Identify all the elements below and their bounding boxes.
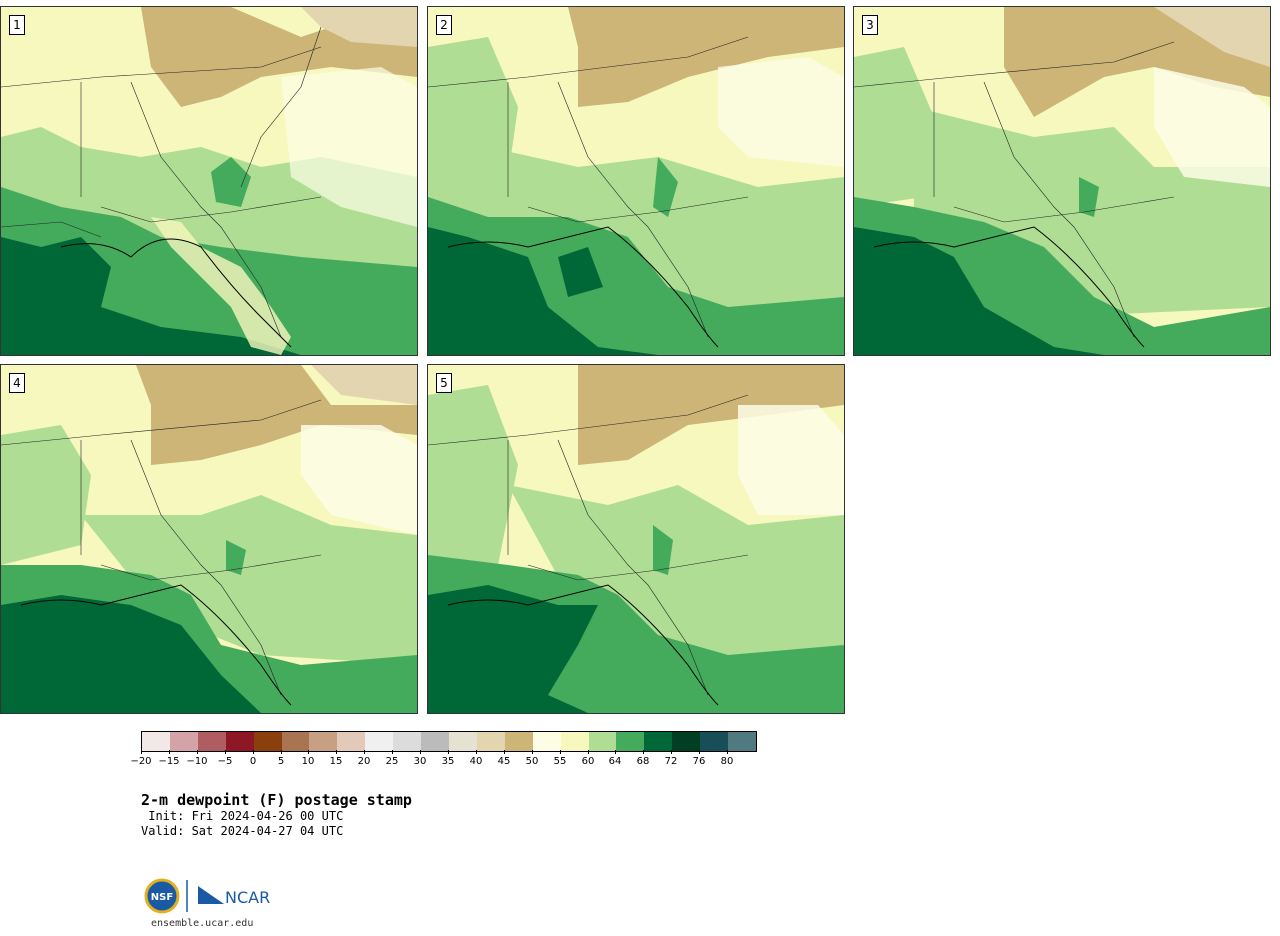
colorbar-tick: [169, 750, 170, 754]
colorbar-ticks: −20 −15 −10 −5 0 5 10 15 20 25 30 35 40 45 50 55 60 64 68 7…: [130, 750, 757, 774]
colorbar-tick: [225, 750, 226, 754]
init-time: Init: Fri 2024-04-26 00 UTC: [141, 809, 344, 823]
panel-number: 1: [9, 15, 25, 35]
colorbar-tick-label: 5: [277, 756, 285, 767]
dewpoint-map: [428, 7, 844, 355]
colorbar-tick-label: −20: [130, 756, 152, 767]
colorbar-swatch: [532, 732, 561, 751]
colorbar-tick-label: 25: [385, 756, 399, 767]
colorbar-tick-label: 45: [497, 756, 511, 767]
ensemble-member-panel-1: 1: [0, 6, 418, 356]
colorbar-tick-label: 64: [608, 756, 622, 767]
colorbar-tick: [532, 750, 533, 754]
dewpoint-colorbar: [141, 731, 757, 752]
colorbar-swatch: [393, 732, 422, 751]
colorbar-tick-label: −15: [158, 756, 180, 767]
colorbar-tick: [699, 750, 700, 754]
colorbar-swatch: [337, 732, 366, 751]
colorbar-tick-label: 20: [357, 756, 371, 767]
colorbar-swatch: [197, 732, 226, 751]
colorbar-swatch: [309, 732, 338, 751]
panel-number: 4: [9, 373, 25, 393]
colorbar-tick-label: 76: [692, 756, 706, 767]
colorbar-swatch: [700, 732, 729, 751]
colorbar-tick-label: 15: [329, 756, 343, 767]
colorbar-swatch: [644, 732, 673, 751]
colorbar-swatch: [253, 732, 282, 751]
colorbar-tick-label: 80: [720, 756, 734, 767]
dewpoint-map: [854, 7, 1270, 355]
colorbar-swatch: [616, 732, 645, 751]
colorbar-swatch: [421, 732, 449, 751]
ensemble-member-panel-3: 3: [853, 6, 1271, 356]
site-url: ensemble.ucar.edu: [151, 918, 254, 929]
colorbar-tick: [448, 750, 449, 754]
dewpoint-map: [428, 365, 844, 713]
colorbar-tick: [643, 750, 644, 754]
colorbar-tick: [197, 750, 198, 754]
colorbar-swatch: [728, 732, 756, 751]
colorbar-tick: [504, 750, 505, 754]
colorbar-tick-label: 50: [525, 756, 539, 767]
ncar-logo-text: NCAR: [225, 888, 270, 907]
colorbar-tick-label: −5: [217, 756, 233, 767]
colorbar-swatch: [448, 732, 477, 751]
colorbar-tick-label: 40: [469, 756, 483, 767]
dewpoint-map: [1, 365, 417, 713]
colorbar-tick: [364, 750, 365, 754]
panel-number: 3: [862, 15, 878, 35]
ensemble-member-panel-2: 2: [427, 6, 845, 356]
colorbar-swatch: [225, 732, 254, 751]
chart-title: 2-m dewpoint (F) postage stamp: [141, 791, 412, 809]
colorbar-swatch: [560, 732, 589, 751]
ensemble-member-panel-5: 5: [427, 364, 845, 714]
nsf-logo-text: NSF: [151, 892, 173, 903]
colorbar-tick: [141, 750, 142, 754]
valid-time: Valid: Sat 2024-04-27 04 UTC: [141, 824, 344, 838]
colorbar-tick: [476, 750, 477, 754]
colorbar-tick-label: 60: [581, 756, 595, 767]
colorbar-tick: [392, 750, 393, 754]
colorbar-tick: [253, 750, 254, 754]
colorbar-swatch: [281, 732, 310, 751]
colorbar-swatch: [365, 732, 394, 751]
panel-number: 2: [436, 15, 452, 35]
colorbar-tick-label: −10: [186, 756, 208, 767]
nsf-ncar-logo: NSF NCAR: [144, 878, 270, 914]
colorbar-tick-label: 30: [413, 756, 427, 767]
colorbar-tick: [615, 750, 616, 754]
colorbar-tick-label: 68: [636, 756, 650, 767]
panel-number: 5: [436, 373, 452, 393]
colorbar-tick-label: 10: [301, 756, 315, 767]
colorbar-tick-label: 0: [249, 756, 257, 767]
colorbar-tick: [281, 750, 282, 754]
colorbar-tick: [308, 750, 309, 754]
colorbar-tick: [420, 750, 421, 754]
colorbar-swatch: [142, 732, 170, 751]
colorbar-swatch: [169, 732, 198, 751]
colorbar-swatch: [476, 732, 505, 751]
colorbar-swatch: [588, 732, 617, 751]
colorbar-swatch: [672, 732, 701, 751]
ensemble-member-panel-4: 4: [0, 364, 418, 714]
logos: NSF NCAR: [144, 876, 274, 916]
colorbar-tick: [671, 750, 672, 754]
colorbar-tick: [336, 750, 337, 754]
colorbar-tick-label: 72: [664, 756, 678, 767]
colorbar-tick: [560, 750, 561, 754]
colorbar-tick: [727, 750, 728, 754]
colorbar-tick-label: 55: [553, 756, 567, 767]
colorbar-tick: [588, 750, 589, 754]
colorbar-tick-label: 35: [441, 756, 455, 767]
dewpoint-map: [1, 7, 417, 355]
colorbar-swatch: [504, 732, 533, 751]
